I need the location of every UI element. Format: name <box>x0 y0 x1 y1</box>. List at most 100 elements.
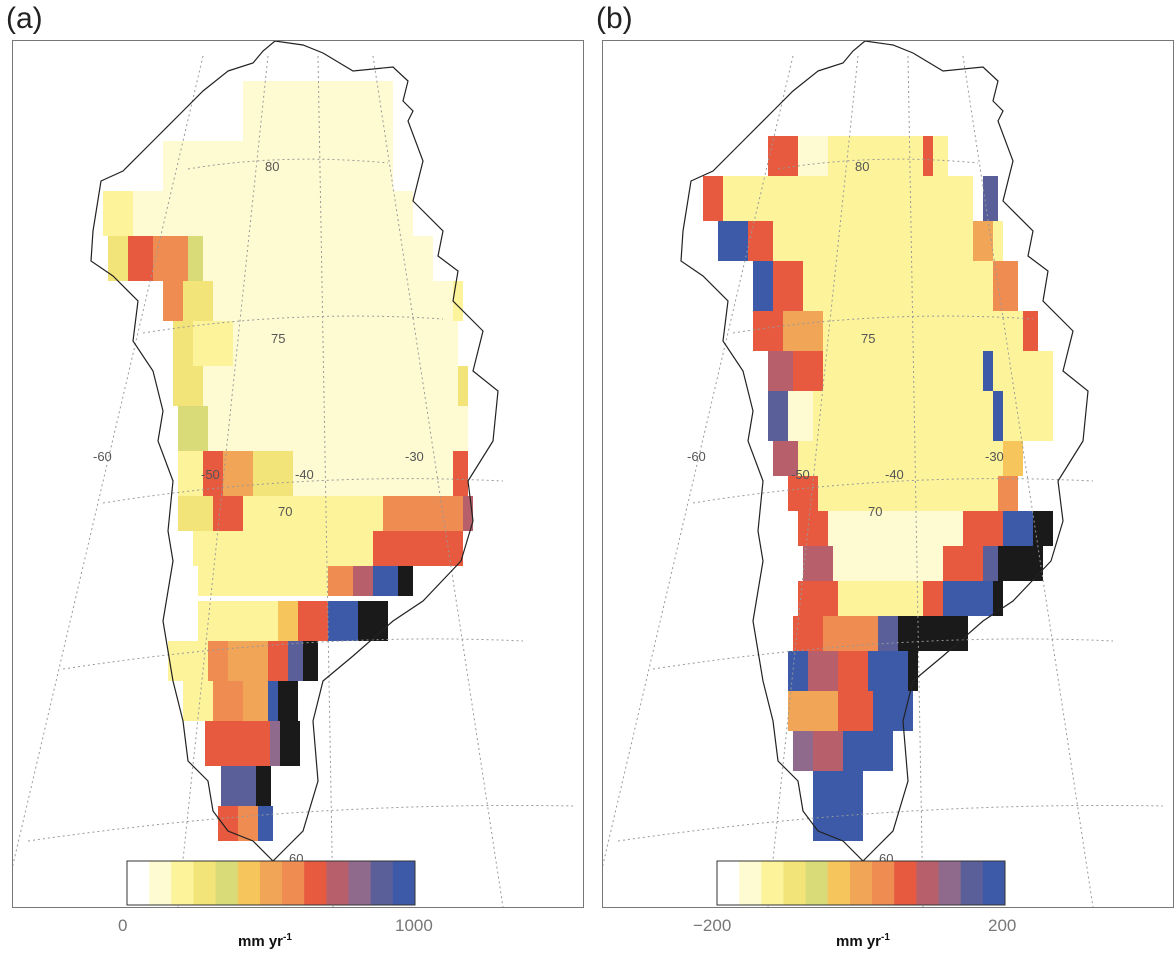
grid-cell <box>943 581 993 616</box>
meridian-line <box>317 55 334 907</box>
colorbar-swatch <box>304 861 327 905</box>
grid-cell <box>1023 311 1038 351</box>
grid-cell <box>233 321 458 366</box>
grid-cell <box>163 141 393 191</box>
grid-cell <box>203 366 463 406</box>
grid-cell <box>703 176 723 221</box>
grid-cell <box>943 546 983 581</box>
grid-cell <box>833 546 943 581</box>
grid-cell <box>773 261 803 311</box>
grid-cell <box>908 651 918 691</box>
panel-a-colorbar-unit: mm yr-1 <box>238 932 292 950</box>
grid-cell <box>268 681 278 721</box>
grid-cell <box>723 176 973 221</box>
colorbar-swatch <box>783 861 807 905</box>
grid-cell <box>293 451 453 496</box>
colorbar-swatch <box>215 861 239 905</box>
grid-cell <box>253 451 293 496</box>
panel-b-graticule <box>603 55 1164 907</box>
meridian-line <box>907 55 924 907</box>
panel-a-colorbar-min-label: 0 <box>118 916 128 935</box>
grid-cell <box>798 581 838 616</box>
panel-a-unit-exp: -1 <box>283 932 292 943</box>
grid-cell <box>993 261 1018 311</box>
meridian-line <box>603 55 794 867</box>
panel-a-field <box>103 81 473 841</box>
grid-cell <box>783 311 823 351</box>
grid-cell <box>203 451 223 496</box>
grid-cell <box>828 511 963 546</box>
grid-cell <box>208 641 228 681</box>
grid-cell <box>993 391 1003 441</box>
grid-cell <box>923 136 933 176</box>
parallel-line <box>652 638 1114 670</box>
grid-cell <box>103 191 133 236</box>
grid-cell <box>353 566 373 596</box>
grid-cell <box>843 731 893 771</box>
grid-cell <box>213 681 243 721</box>
grid-cell <box>358 601 388 641</box>
grid-cell <box>998 476 1018 511</box>
grid-cell <box>463 496 473 531</box>
grid-cell <box>838 581 923 616</box>
grid-cell <box>823 441 1003 476</box>
grid-cell <box>993 581 1003 616</box>
lat-label-75: 75 <box>271 331 285 346</box>
colorbar-swatch <box>938 861 962 905</box>
grid-cell <box>823 311 1033 351</box>
grid-cell <box>268 641 288 681</box>
grid-cell <box>803 261 993 311</box>
lat-label-70: 70 <box>278 504 292 519</box>
grid-cell <box>818 476 998 511</box>
panel-b-unit-exp: -1 <box>881 932 890 943</box>
grid-cell <box>223 451 253 496</box>
grid-cell <box>798 136 828 176</box>
grid-cell <box>328 601 358 641</box>
grid-cell <box>823 351 1053 391</box>
grid-cell <box>773 221 1003 261</box>
colorbar-swatch <box>282 861 305 905</box>
grid-cell <box>453 281 463 321</box>
grid-cell <box>983 546 998 581</box>
grid-cell <box>788 391 813 441</box>
parallel-line <box>102 478 504 504</box>
lat-label-75: 75 <box>861 331 875 346</box>
grid-cell <box>923 581 943 616</box>
grid-cell <box>453 451 468 496</box>
grid-cell <box>183 681 213 721</box>
grid-cell <box>133 191 173 236</box>
grid-cell <box>963 511 1003 546</box>
grid-cell <box>198 566 328 596</box>
panel-a-graticule <box>13 55 574 907</box>
grid-cell <box>768 136 798 176</box>
grid-cell <box>718 221 748 261</box>
lon-label-30: -30 <box>405 449 424 464</box>
grid-cell <box>383 496 463 531</box>
panel-a-unit-text: mm yr <box>238 933 284 950</box>
greenland-coastline <box>680 41 1089 862</box>
grid-cell <box>798 441 823 476</box>
colorbar-swatch <box>171 861 194 905</box>
grid-cell <box>768 391 788 441</box>
panel-b-field <box>703 136 1053 841</box>
grid-cell <box>373 531 463 566</box>
grid-cell <box>256 766 271 806</box>
grid-cell <box>188 236 203 281</box>
colorbar-swatch <box>717 861 740 905</box>
grid-cell <box>878 616 898 651</box>
grid-cell <box>228 641 268 681</box>
grid-cell <box>793 351 823 391</box>
grid-cell <box>128 236 153 281</box>
grid-cell <box>303 641 318 681</box>
parallel-line <box>142 315 444 334</box>
grid-cell <box>108 236 128 281</box>
grid-cell <box>788 651 808 691</box>
grid-cell <box>213 496 243 531</box>
parallel-line <box>27 804 574 842</box>
grid-cell <box>193 531 223 566</box>
lon-label-40: -40 <box>885 467 904 482</box>
lon-label-50: -50 <box>791 467 810 482</box>
lon-label-50: -50 <box>201 467 220 482</box>
grid-cell <box>973 221 993 261</box>
grid-cell <box>243 681 268 721</box>
